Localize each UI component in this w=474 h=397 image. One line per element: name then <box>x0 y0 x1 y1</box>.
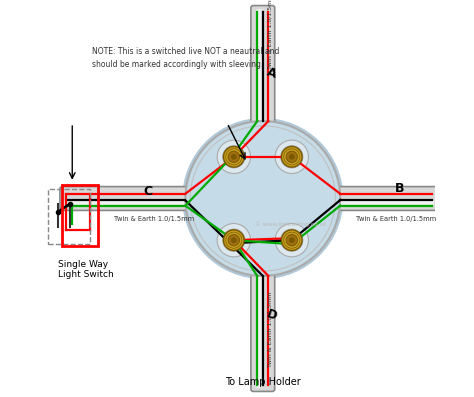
FancyBboxPatch shape <box>60 187 190 210</box>
Circle shape <box>282 230 302 251</box>
FancyBboxPatch shape <box>251 6 275 125</box>
Text: A: A <box>265 66 278 81</box>
FancyBboxPatch shape <box>257 275 262 388</box>
FancyBboxPatch shape <box>339 200 434 204</box>
Circle shape <box>289 154 295 160</box>
Text: © www.lightwiring.co.uk: © www.lightwiring.co.uk <box>255 222 327 227</box>
Circle shape <box>281 146 303 168</box>
Circle shape <box>185 121 340 276</box>
FancyBboxPatch shape <box>257 9 262 122</box>
Circle shape <box>217 224 250 257</box>
Circle shape <box>275 224 309 257</box>
Circle shape <box>217 140 250 173</box>
Circle shape <box>224 230 244 251</box>
Circle shape <box>275 140 309 173</box>
Circle shape <box>289 237 295 243</box>
Circle shape <box>223 229 245 251</box>
Text: NOTE: This is a switched live NOT a neautral and
should be marked accordingly wi: NOTE: This is a switched live NOT a neau… <box>92 47 280 69</box>
Circle shape <box>282 146 302 167</box>
Text: Twin & Earth 1.0/1.5mm: Twin & Earth 1.0/1.5mm <box>267 0 273 69</box>
Circle shape <box>228 235 239 246</box>
Circle shape <box>286 151 298 162</box>
Text: Twin & Earth 1.0/1.5mm: Twin & Earth 1.0/1.5mm <box>356 216 436 222</box>
Circle shape <box>223 146 245 168</box>
Bar <box>62 185 98 246</box>
FancyBboxPatch shape <box>64 200 186 204</box>
Text: B: B <box>395 182 404 195</box>
Bar <box>48 189 90 244</box>
Text: Twin & Earth 1.0/1.5mm: Twin & Earth 1.0/1.5mm <box>267 292 273 367</box>
Text: D: D <box>264 308 278 324</box>
Circle shape <box>224 146 244 167</box>
Circle shape <box>228 151 239 162</box>
Circle shape <box>286 235 298 246</box>
FancyBboxPatch shape <box>251 272 275 391</box>
Text: Twin & Earth 1.0/1.5mm: Twin & Earth 1.0/1.5mm <box>114 216 194 222</box>
Circle shape <box>281 229 303 251</box>
Circle shape <box>231 237 237 243</box>
Circle shape <box>182 118 343 279</box>
Text: Single Way
Light Switch: Single Way Light Switch <box>57 260 113 279</box>
FancyBboxPatch shape <box>336 187 438 210</box>
Circle shape <box>231 154 237 160</box>
Text: C: C <box>143 185 152 198</box>
Text: To Lamp Holder: To Lamp Holder <box>225 377 301 387</box>
